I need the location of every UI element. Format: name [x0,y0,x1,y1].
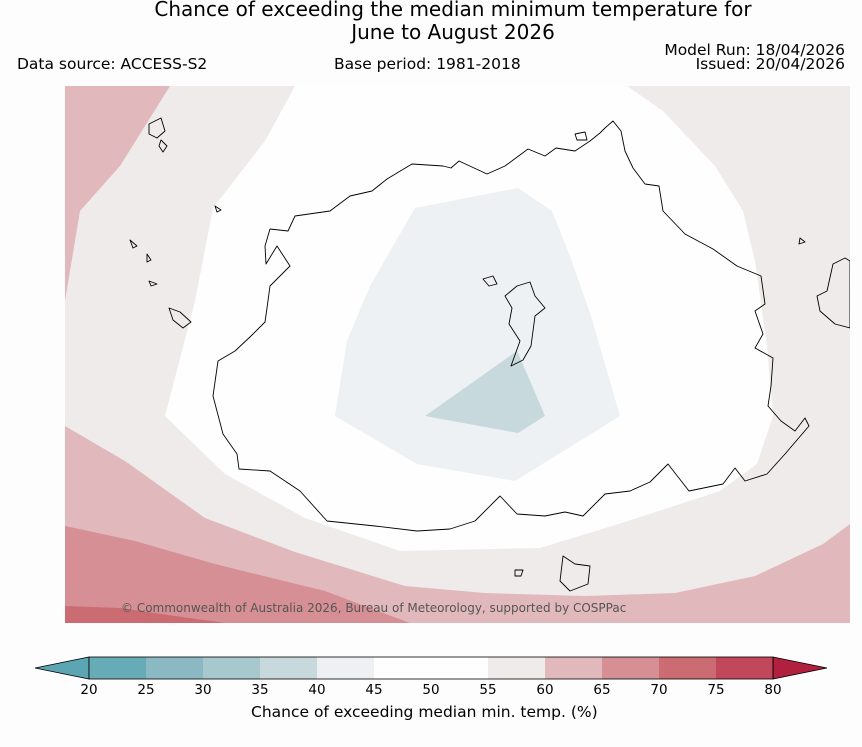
colorbar-swatch [260,657,317,679]
issued-label: Issued: 20/04/2026 [695,55,845,73]
colorbar-tick: 20 [80,682,98,698]
colorbar-swatch [545,657,602,679]
colorbar-tick: 50 [422,682,440,698]
colorbar-tick: 25 [137,682,155,698]
probability-band-70-75 [65,606,225,623]
colorbar-swatch [203,657,260,679]
colorbar-outline [88,656,774,680]
colorbar-over-arrow [772,656,828,680]
colorbar-tick: 80 [764,682,782,698]
probability-band-40-45 [335,188,620,481]
probability-band-35-40 [425,351,545,433]
colorbar-swatch [89,657,146,679]
probability-band-60-65-south [65,426,850,623]
model-run-label: Model Run: 18/04/2026 [664,41,845,59]
probability-band-60-65-north [65,86,170,301]
colorbar-tick: 60 [536,682,554,698]
title-line-2: June to August 2026 [351,20,555,44]
colorbar [34,656,828,680]
data-source-label: Data source: ACCESS-S2 [17,55,208,73]
colorbar-tick: 75 [707,682,725,698]
colorbar-tick: 40 [308,682,326,698]
colorbar-swatch [374,657,431,679]
colorbar-tick: 30 [194,682,212,698]
colorbar-under-arrow [34,656,90,680]
colorbar-tick: 55 [479,682,497,698]
colorbar-swatch [716,657,773,679]
colorbar-swatch [602,657,659,679]
title-line-1: Chance of exceeding the median minimum t… [154,0,752,21]
forecast-map [65,86,850,623]
base-period-label: Base period: 1981-2018 [334,55,521,73]
copyright-notice: © Commonwealth of Australia 2026, Bureau… [121,601,627,615]
colorbar-swatch [317,657,374,679]
coastline [129,117,850,592]
colorbar-tick: 35 [251,682,269,698]
colorbar-tick: 70 [650,682,668,698]
colorbar-swatch [488,657,545,679]
colorbar-tick: 65 [593,682,611,698]
colorbar-swatch [146,657,203,679]
colorbar-swatch [659,657,716,679]
colorbar-swatch [431,657,488,679]
colorbar-label: Chance of exceeding median min. temp. (%… [251,703,598,721]
probability-band-65-70 [65,526,410,623]
colorbar-tick: 45 [365,682,383,698]
